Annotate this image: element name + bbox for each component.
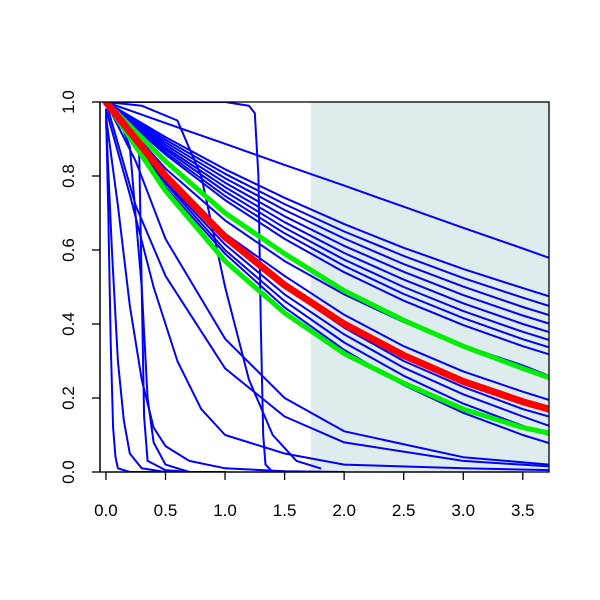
series-line-blue-16 (105, 102, 549, 466)
y-tick-label: 0.6 (59, 238, 78, 262)
x-tick-label: 1.0 (213, 501, 237, 520)
y-tick-label: 0.2 (59, 386, 78, 410)
series-line-blue-14 (105, 102, 549, 445)
series-line-blue-7 (105, 102, 549, 349)
series-line-blue-13 (105, 102, 549, 436)
x-tick-label: 0.5 (154, 501, 178, 520)
x-tick-label: 3.5 (511, 501, 535, 520)
series-line-blue-5 (105, 102, 549, 334)
series-line-blue-1 (105, 102, 549, 298)
series-line-blue-18 (105, 115, 346, 472)
x-tick-label: 0.0 (94, 501, 118, 520)
series-line-red-27 (102, 102, 549, 413)
series-line-blue-3 (105, 102, 549, 317)
series-line-blue-8 (105, 102, 549, 356)
series-line-green-25 (103, 102, 549, 381)
series-line-blue-6 (105, 102, 549, 341)
series-line-blue-12 (105, 102, 549, 427)
x-tick-label: 3.0 (451, 501, 475, 520)
series-line-blue-0 (105, 102, 549, 259)
series-line-blue-22 (105, 102, 322, 470)
y-tick-label: 0.0 (59, 460, 78, 484)
x-tick-label: 2.5 (392, 501, 416, 520)
y-tick-label: 0.8 (59, 164, 78, 188)
series-line-blue-4 (105, 102, 549, 325)
series-line-blue-24 (105, 102, 274, 472)
series-line-green-26 (103, 102, 549, 436)
series-line-blue-2 (105, 102, 549, 307)
x-tick-label: 1.5 (273, 501, 297, 520)
y-tick-label: 1.0 (59, 90, 78, 114)
series-line-blue-23 (105, 102, 191, 472)
shaded-region (310, 102, 549, 472)
y-tick-label: 0.4 (59, 312, 78, 336)
x-tick-label: 2.0 (332, 501, 356, 520)
